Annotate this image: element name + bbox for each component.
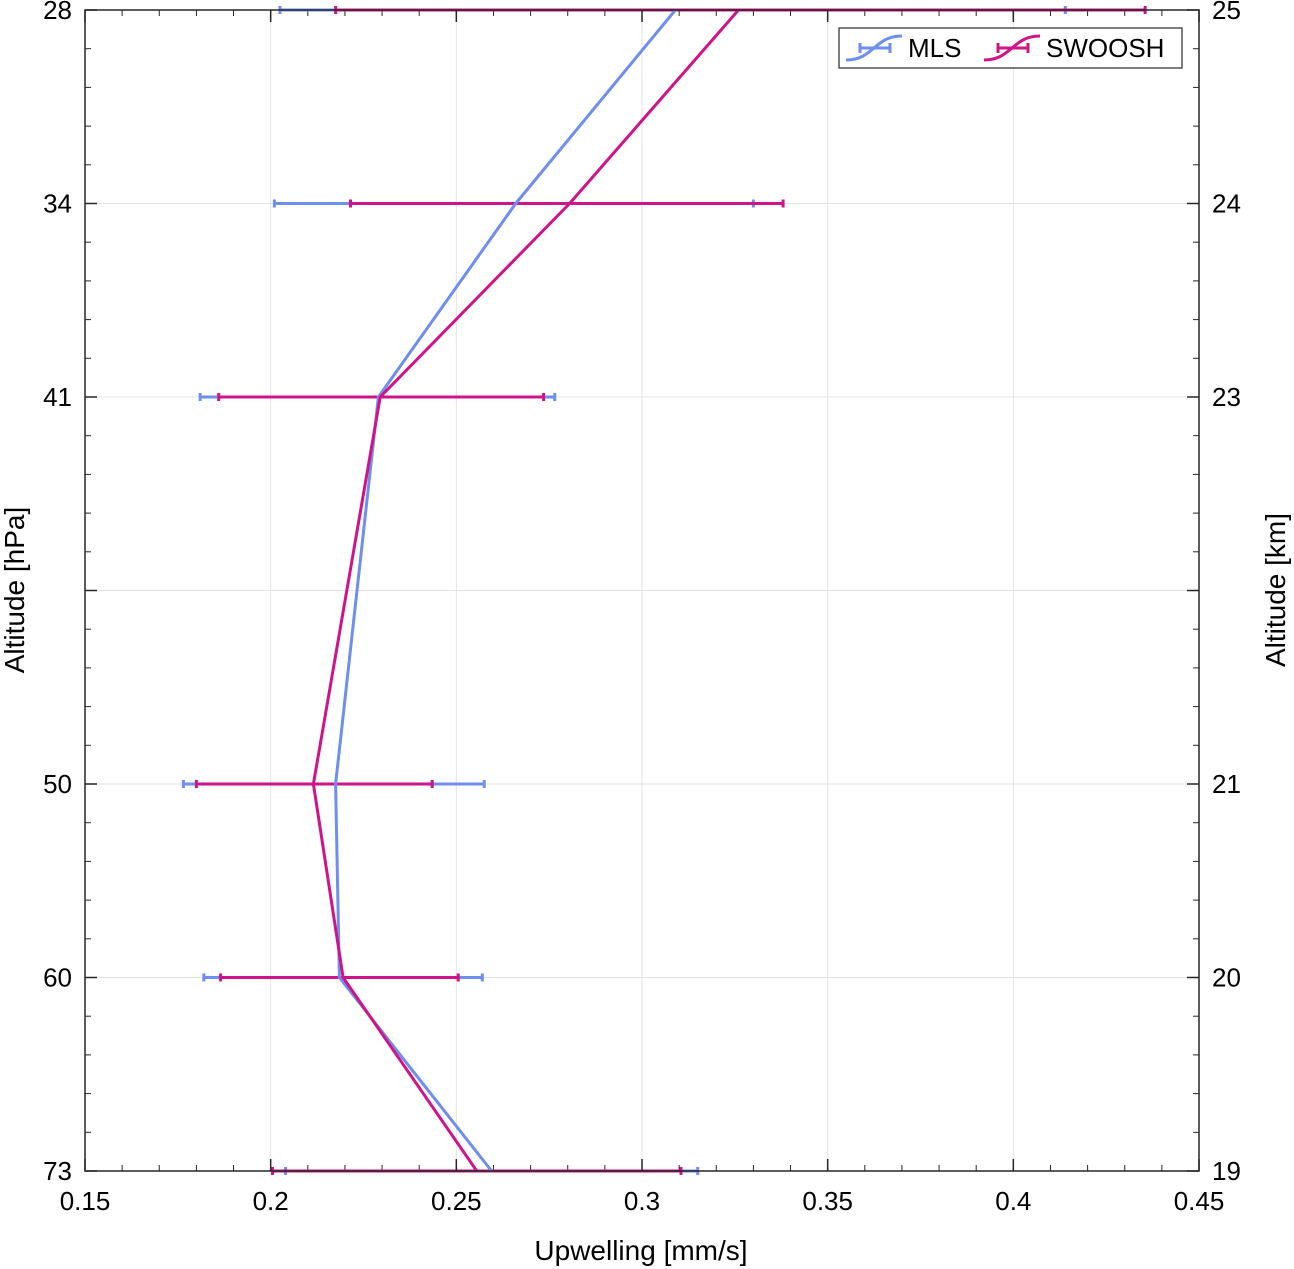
y-axis-left-title: Altitude [hPa]: [0, 507, 30, 674]
x-tick-label: 0.3: [624, 1186, 660, 1216]
x-axis-title: Upwelling [mm/s]: [534, 1235, 747, 1266]
y-left-tick-label: 41: [43, 382, 72, 412]
x-tick-label: 0.15: [60, 1186, 111, 1216]
x-tick-label: 0.35: [802, 1186, 853, 1216]
legend: MLS SWOOSH: [838, 27, 1183, 69]
y-left-tick-label: 34: [43, 189, 72, 219]
y-right-tick-label: 21: [1212, 769, 1241, 799]
y-left-tick-labels: 73 60 50 41 34 28: [43, 0, 72, 1186]
y-right-tick-labels: 19 20 21 23 24 25: [1212, 0, 1241, 1186]
y-left-tick-label: 60: [43, 963, 72, 993]
legend-label-mls: MLS: [908, 33, 961, 63]
major-ticks: [84, 9, 1200, 1172]
y-right-tick-label: 23: [1212, 382, 1241, 412]
x-tick-labels: 0.15 0.2 0.25 0.3 0.35 0.4 0.45: [60, 1186, 1225, 1216]
x-tick-label: 0.2: [253, 1186, 289, 1216]
y-left-tick-label: 50: [43, 769, 72, 799]
y-right-tick-label: 19: [1212, 1156, 1241, 1186]
y-left-tick-label: 73: [43, 1156, 72, 1186]
x-tick-label: 0.25: [431, 1186, 482, 1216]
y-right-tick-label: 20: [1212, 963, 1241, 993]
x-tick-label: 0.4: [995, 1186, 1031, 1216]
swoosh-series-line: [311, 9, 740, 1172]
legend-item-mls: MLS: [845, 33, 961, 63]
y-right-tick-label: 25: [1212, 0, 1241, 25]
x-tick-label: 0.45: [1174, 1186, 1225, 1216]
y-left-tick-label: 28: [43, 0, 72, 25]
legend-label-swoosh: SWOOSH: [1046, 33, 1164, 63]
legend-item-swoosh: SWOOSH: [983, 33, 1164, 63]
y-axis-right-title: Altitude [km]: [1260, 513, 1291, 667]
y-right-tick-label: 24: [1212, 189, 1241, 219]
